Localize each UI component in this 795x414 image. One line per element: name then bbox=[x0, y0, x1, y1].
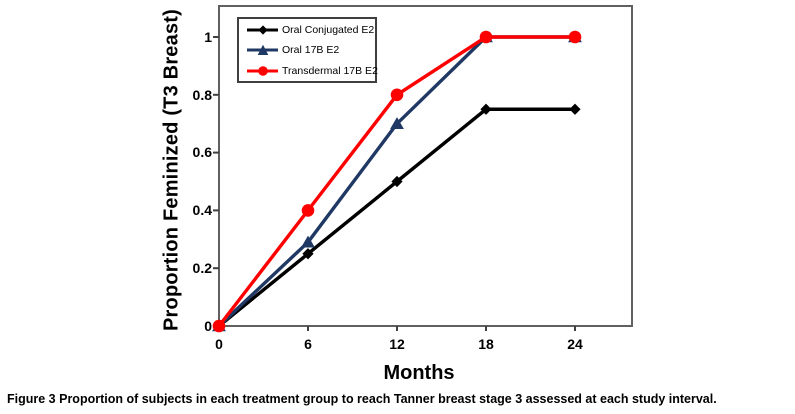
y-tick-label: 0.4 bbox=[192, 202, 212, 218]
x-tick-label: 12 bbox=[389, 336, 405, 352]
legend-item: Oral 17B E2 bbox=[246, 40, 375, 60]
legend-label: Oral Conjugated E2 bbox=[282, 23, 375, 36]
x-tick-label: 18 bbox=[478, 336, 494, 352]
legend-item: Oral Conjugated E2 bbox=[246, 20, 375, 40]
y-tick-label: 0 bbox=[204, 318, 212, 334]
legend-label: Transdermal 17B E2 bbox=[282, 64, 378, 77]
y-axis-tick-labels: 0 0.2 0.4 0.6 0.8 1 bbox=[150, 0, 212, 414]
y-tick-label: 0.2 bbox=[192, 260, 212, 276]
x-tick-label: 0 bbox=[215, 336, 223, 352]
triangle-marker-icon bbox=[247, 44, 278, 55]
circle-marker-icon bbox=[247, 65, 278, 76]
x-axis-title: Months bbox=[383, 362, 455, 384]
x-tick-label: 6 bbox=[304, 336, 312, 352]
legend: Oral Conjugated E2 Oral 17B E2 Transderm… bbox=[237, 17, 378, 83]
caption-text: Proportion of subjects in each treatment… bbox=[59, 392, 717, 406]
y-tick-label: 0.8 bbox=[192, 87, 212, 103]
figure-caption: Figure 3 Proportion of subjects in each … bbox=[7, 392, 795, 407]
diamond-marker-icon bbox=[247, 24, 278, 35]
caption-label: Figure 3 bbox=[7, 392, 56, 406]
y-tick-label: 1 bbox=[204, 29, 212, 45]
legend-label: Oral 17B E2 bbox=[282, 44, 340, 56]
x-tick-label: 24 bbox=[567, 336, 583, 352]
legend-item: Transdermal 17B E2 bbox=[246, 61, 378, 81]
y-tick-label: 0.6 bbox=[192, 144, 212, 160]
